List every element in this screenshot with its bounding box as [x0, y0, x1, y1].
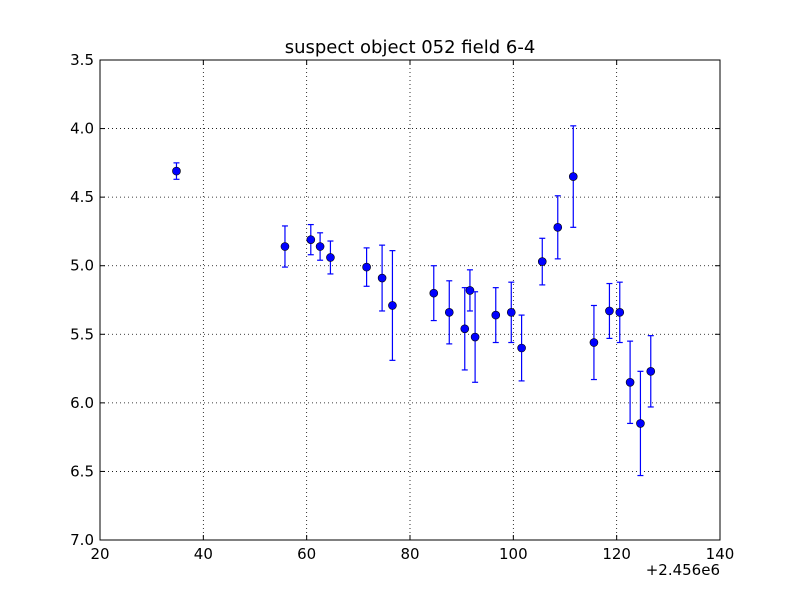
data-marker: [589, 338, 599, 347]
data-point: [315, 232, 325, 261]
data-point: [470, 291, 480, 383]
data-marker: [429, 288, 439, 298]
data-point: [491, 287, 501, 344]
data-marker: [306, 235, 316, 244]
data-marker: [377, 273, 387, 283]
x-tick-label: 100: [499, 545, 528, 563]
axes: 20 40 60 80 100 120 140 3.5 4.0 4.5 5.0 5.5 6.0 6.5 7.…: [70, 51, 734, 563]
data-point: [444, 280, 454, 345]
data-series: [172, 125, 656, 477]
x-tick-label: 120: [602, 545, 631, 563]
x-tick-label: 20: [90, 545, 109, 563]
data-point: [377, 244, 387, 312]
data-point: [615, 281, 625, 344]
x-tick-label: 60: [297, 545, 316, 563]
data-marker: [465, 286, 475, 295]
data-marker: [460, 324, 470, 334]
data-marker: [615, 308, 625, 317]
y-tick-label: 3.5: [70, 51, 94, 69]
data-point: [388, 250, 397, 361]
data-marker: [553, 223, 563, 232]
data-point: [568, 125, 578, 228]
data-marker: [491, 310, 501, 320]
data-marker: [625, 377, 635, 387]
data-marker: [568, 172, 578, 181]
x-tick-label: 140: [706, 545, 735, 563]
data-point: [460, 287, 470, 371]
data-marker: [646, 367, 656, 376]
grid-lines: [100, 60, 720, 540]
data-marker: [636, 419, 645, 428]
chart-title: suspect object 052 field 6-4: [285, 37, 536, 58]
data-point: [553, 195, 563, 260]
data-point: [589, 304, 599, 381]
y-tick-label: 6.5: [70, 462, 94, 480]
x-tick-label: 40: [194, 545, 213, 563]
data-point: [506, 281, 516, 344]
y-tick-label: 4.5: [70, 188, 94, 206]
y-tick-label: 6.0: [70, 394, 94, 412]
y-tick-label: 5.5: [70, 325, 94, 343]
data-point: [605, 282, 614, 339]
data-marker: [362, 262, 371, 272]
data-marker: [172, 166, 181, 176]
data-marker: [444, 308, 454, 317]
data-point: [465, 269, 475, 312]
y-tick-label: 7.0: [70, 531, 94, 549]
y-tick-label: 4.0: [70, 120, 94, 138]
data-marker: [506, 308, 516, 317]
data-point: [517, 314, 526, 382]
data-marker: [326, 253, 335, 262]
data-point: [326, 240, 335, 275]
data-marker: [517, 343, 526, 353]
data-point: [646, 335, 656, 408]
data-marker: [315, 242, 325, 251]
data-marker: [537, 257, 547, 266]
data-marker: [470, 332, 480, 342]
data-point: [636, 370, 645, 477]
data-point: [280, 225, 290, 268]
data-point: [429, 265, 439, 322]
data-point: [625, 340, 635, 425]
y-tick-label: 5.0: [70, 257, 94, 275]
data-point: [306, 223, 316, 256]
data-point: [537, 237, 547, 286]
data-marker: [388, 301, 397, 310]
x-tick-label: 80: [400, 545, 419, 563]
x-axis-offset-label: +2.456e6: [646, 561, 720, 579]
data-marker: [605, 306, 614, 316]
data-marker: [280, 242, 290, 251]
data-point: [362, 247, 371, 287]
data-point: [172, 162, 181, 180]
